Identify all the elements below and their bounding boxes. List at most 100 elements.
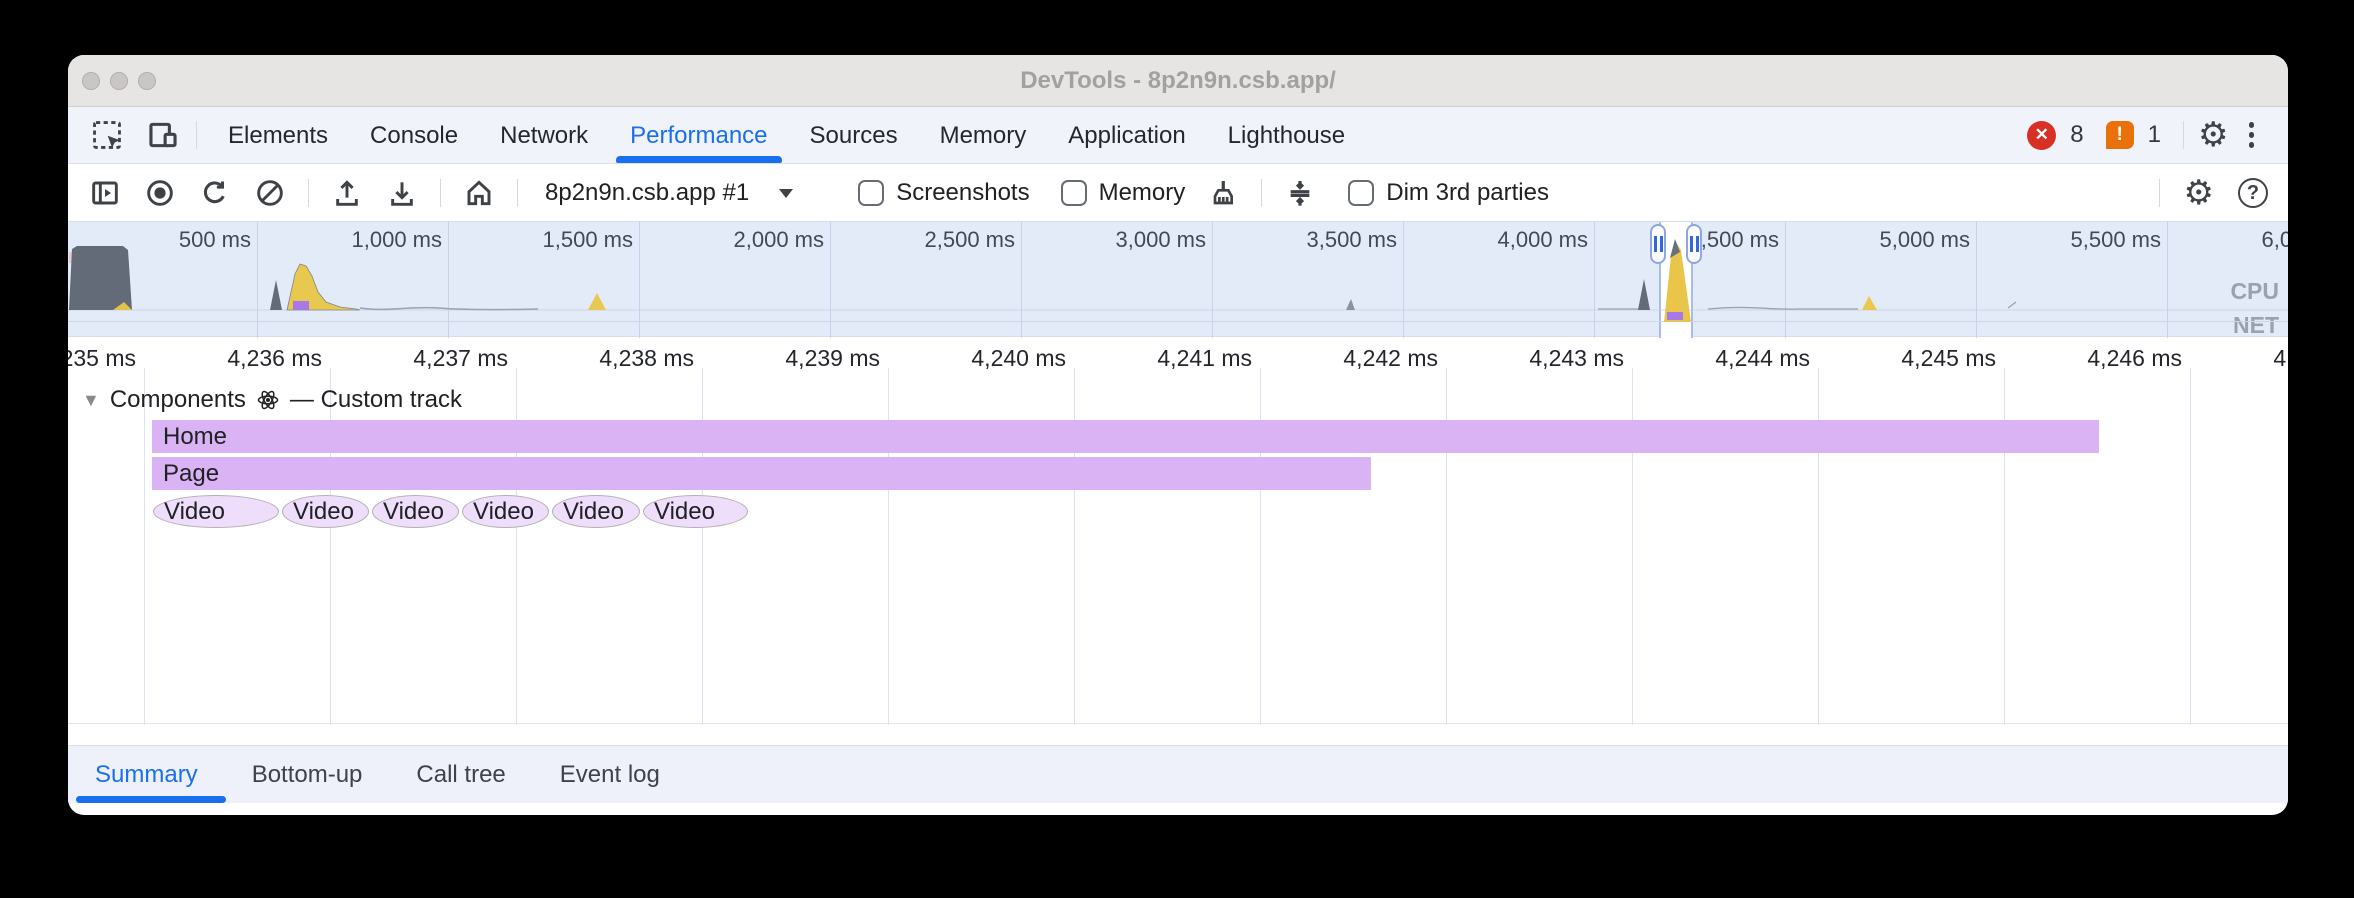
warning-count[interactable]: 1 [2147, 121, 2162, 148]
overview-gridline [1212, 222, 1213, 338]
ruler-tick-mark [888, 368, 889, 380]
track-bar-video[interactable]: Video [462, 495, 549, 528]
bottom-tab-summary[interactable]: Summary [95, 761, 198, 788]
tab-network[interactable]: Network [500, 122, 589, 149]
ruler-tick-mark [702, 368, 703, 380]
performance-toolbar: 8p2n9n.csb.app #1 Screenshots Memory [68, 165, 2288, 221]
track-gridline [1074, 380, 1075, 725]
track-gridline [1632, 380, 1633, 725]
warning-badge-icon[interactable]: ! [2105, 121, 2134, 149]
bottom-tab-bottom-up[interactable]: Bottom-up [251, 761, 363, 788]
track-gridline [330, 380, 331, 725]
track-bar-video[interactable]: Video [153, 495, 279, 528]
disclosure-triangle-icon[interactable]: ▼ [82, 389, 100, 410]
panel-tabbar: Elements Console Network Performance Sources… [68, 107, 2288, 164]
overview-tick-label: 4,000 ms [1497, 227, 1589, 252]
record-and-reload-icon[interactable] [198, 176, 232, 210]
track-gridline [1260, 380, 1261, 725]
ruler-tick-label: 4,243 ms [1529, 345, 1624, 371]
net-strip-label: NET [2233, 312, 2279, 338]
track-gridline [144, 380, 145, 725]
track-bar-video[interactable]: Video [643, 495, 748, 528]
ruler-tick-label: 4,235 ms [68, 345, 136, 371]
garbage-collect-broom-icon[interactable] [1206, 176, 1240, 210]
selection-left-handle[interactable] [1650, 224, 1666, 264]
screenshots-checkbox[interactable]: Screenshots [858, 179, 1030, 207]
track-gridline [702, 380, 703, 725]
overview-tick-label: 2,500 ms [924, 227, 1016, 252]
track-bar-video[interactable]: Video [552, 495, 640, 528]
tab-application[interactable]: Application [1068, 122, 1186, 149]
chevron-down-icon [779, 188, 794, 198]
components-track-header[interactable]: ▼ Components — Custom track [82, 386, 462, 414]
inspect-element-icon[interactable] [90, 118, 124, 152]
record-icon[interactable] [143, 176, 177, 210]
track-bar-video[interactable]: Video [282, 495, 369, 528]
ruler-tick-mark [144, 368, 145, 380]
memory-label: Memory [1098, 179, 1186, 206]
devtools-window: DevTools - 8p2n9n.csb.app/ Elements Conso… [68, 55, 2288, 815]
tab-console[interactable]: Console [370, 122, 459, 149]
dim-3rd-parties-label: Dim 3rd parties [1386, 179, 1549, 206]
collapse-tracks-icon[interactable] [1283, 176, 1317, 210]
overview-gridline [1403, 222, 1404, 338]
toggle-sidebar-icon[interactable] [88, 176, 122, 210]
target-selector-dropdown[interactable]: 8p2n9n.csb.app #1 [545, 179, 794, 207]
panel-tabs: Elements Console Network Performance Sources… [207, 107, 1366, 163]
download-profile-icon[interactable] [385, 176, 419, 210]
titlebar: DevTools - 8p2n9n.csb.app/ [68, 55, 2288, 107]
ruler-tick-label: 4,240 ms [971, 345, 1066, 371]
more-options-icon[interactable] [2243, 122, 2261, 148]
memory-checkbox[interactable]: Memory [1060, 179, 1186, 207]
checkbox-box [1060, 180, 1087, 206]
toolbar-separator [440, 179, 441, 207]
tab-memory[interactable]: Memory [939, 122, 1027, 149]
overview-tick-label: 2,000 ms [733, 227, 825, 252]
ruler-tick-label: 4,245 ms [1901, 345, 1996, 371]
overview-activity-chart [68, 239, 2288, 322]
error-badge-icon[interactable]: ✕ [2027, 120, 2057, 150]
tab-sources[interactable]: Sources [809, 122, 898, 149]
zoom-window-button[interactable] [138, 72, 156, 90]
overview-tick-label: 3,500 ms [1306, 227, 1398, 252]
tab-elements[interactable]: Elements [228, 122, 329, 149]
overview-tick-label: 500 ms [178, 227, 251, 252]
minimize-window-button[interactable] [110, 72, 128, 90]
ruler-tick-label: 4,239 ms [785, 345, 880, 371]
overview-tick-label: 5,500 ms [2070, 227, 2162, 252]
capture-settings-gear-icon[interactable]: ⚙ [2183, 174, 2214, 212]
overview-tick-label: 4,500 ms [1688, 227, 1780, 252]
track-area[interactable]: ▼ Components — Custom track Home Page Vide… [68, 380, 2288, 745]
close-window-button[interactable] [82, 72, 100, 90]
device-toolbar-icon[interactable] [146, 118, 180, 152]
track-bar-video[interactable]: Video [372, 495, 459, 528]
window-title: DevTools - 8p2n9n.csb.app/ [1020, 67, 1336, 94]
dim-3rd-parties-checkbox[interactable]: Dim 3rd parties [1348, 179, 1549, 207]
track-gridline [2190, 380, 2191, 725]
home-icon[interactable] [462, 176, 496, 210]
ruler-tick-label: 4,242 ms [1343, 345, 1438, 371]
bottom-tab-call-tree[interactable]: Call tree [416, 761, 506, 788]
track-suffix: — Custom track [289, 386, 462, 413]
clear-icon[interactable] [253, 176, 287, 210]
bottom-tab-event-log[interactable]: Event log [559, 761, 660, 788]
timeline-overview[interactable]: CPU NET 500 ms 1,000 ms 1,500 ms 2,000 ms 2,… [68, 221, 2288, 338]
track-gridline [888, 380, 889, 725]
help-icon[interactable]: ? [2238, 178, 2268, 208]
overview-gridline [830, 222, 831, 338]
tab-performance[interactable]: Performance [609, 107, 788, 163]
selection-right-handle[interactable] [1686, 224, 1702, 264]
upload-profile-icon[interactable] [330, 176, 364, 210]
settings-gear-icon[interactable]: ⚙ [2198, 116, 2229, 154]
track-bar-home[interactable]: Home [152, 420, 2099, 453]
error-count[interactable]: 8 [2070, 121, 2084, 148]
tabbar-right-cluster: ✕ 8 ! 1 ⚙ [2027, 118, 2260, 152]
track-gridline [1446, 380, 1447, 725]
track-bar-page[interactable]: Page [152, 457, 1371, 490]
tab-lighthouse[interactable]: Lighthouse [1227, 122, 1346, 149]
checkbox-box [1348, 180, 1375, 206]
overview-gridline [448, 222, 449, 338]
overview-tick-label: 1,000 ms [351, 227, 443, 252]
target-selector-value: 8p2n9n.csb.app #1 [545, 179, 750, 206]
